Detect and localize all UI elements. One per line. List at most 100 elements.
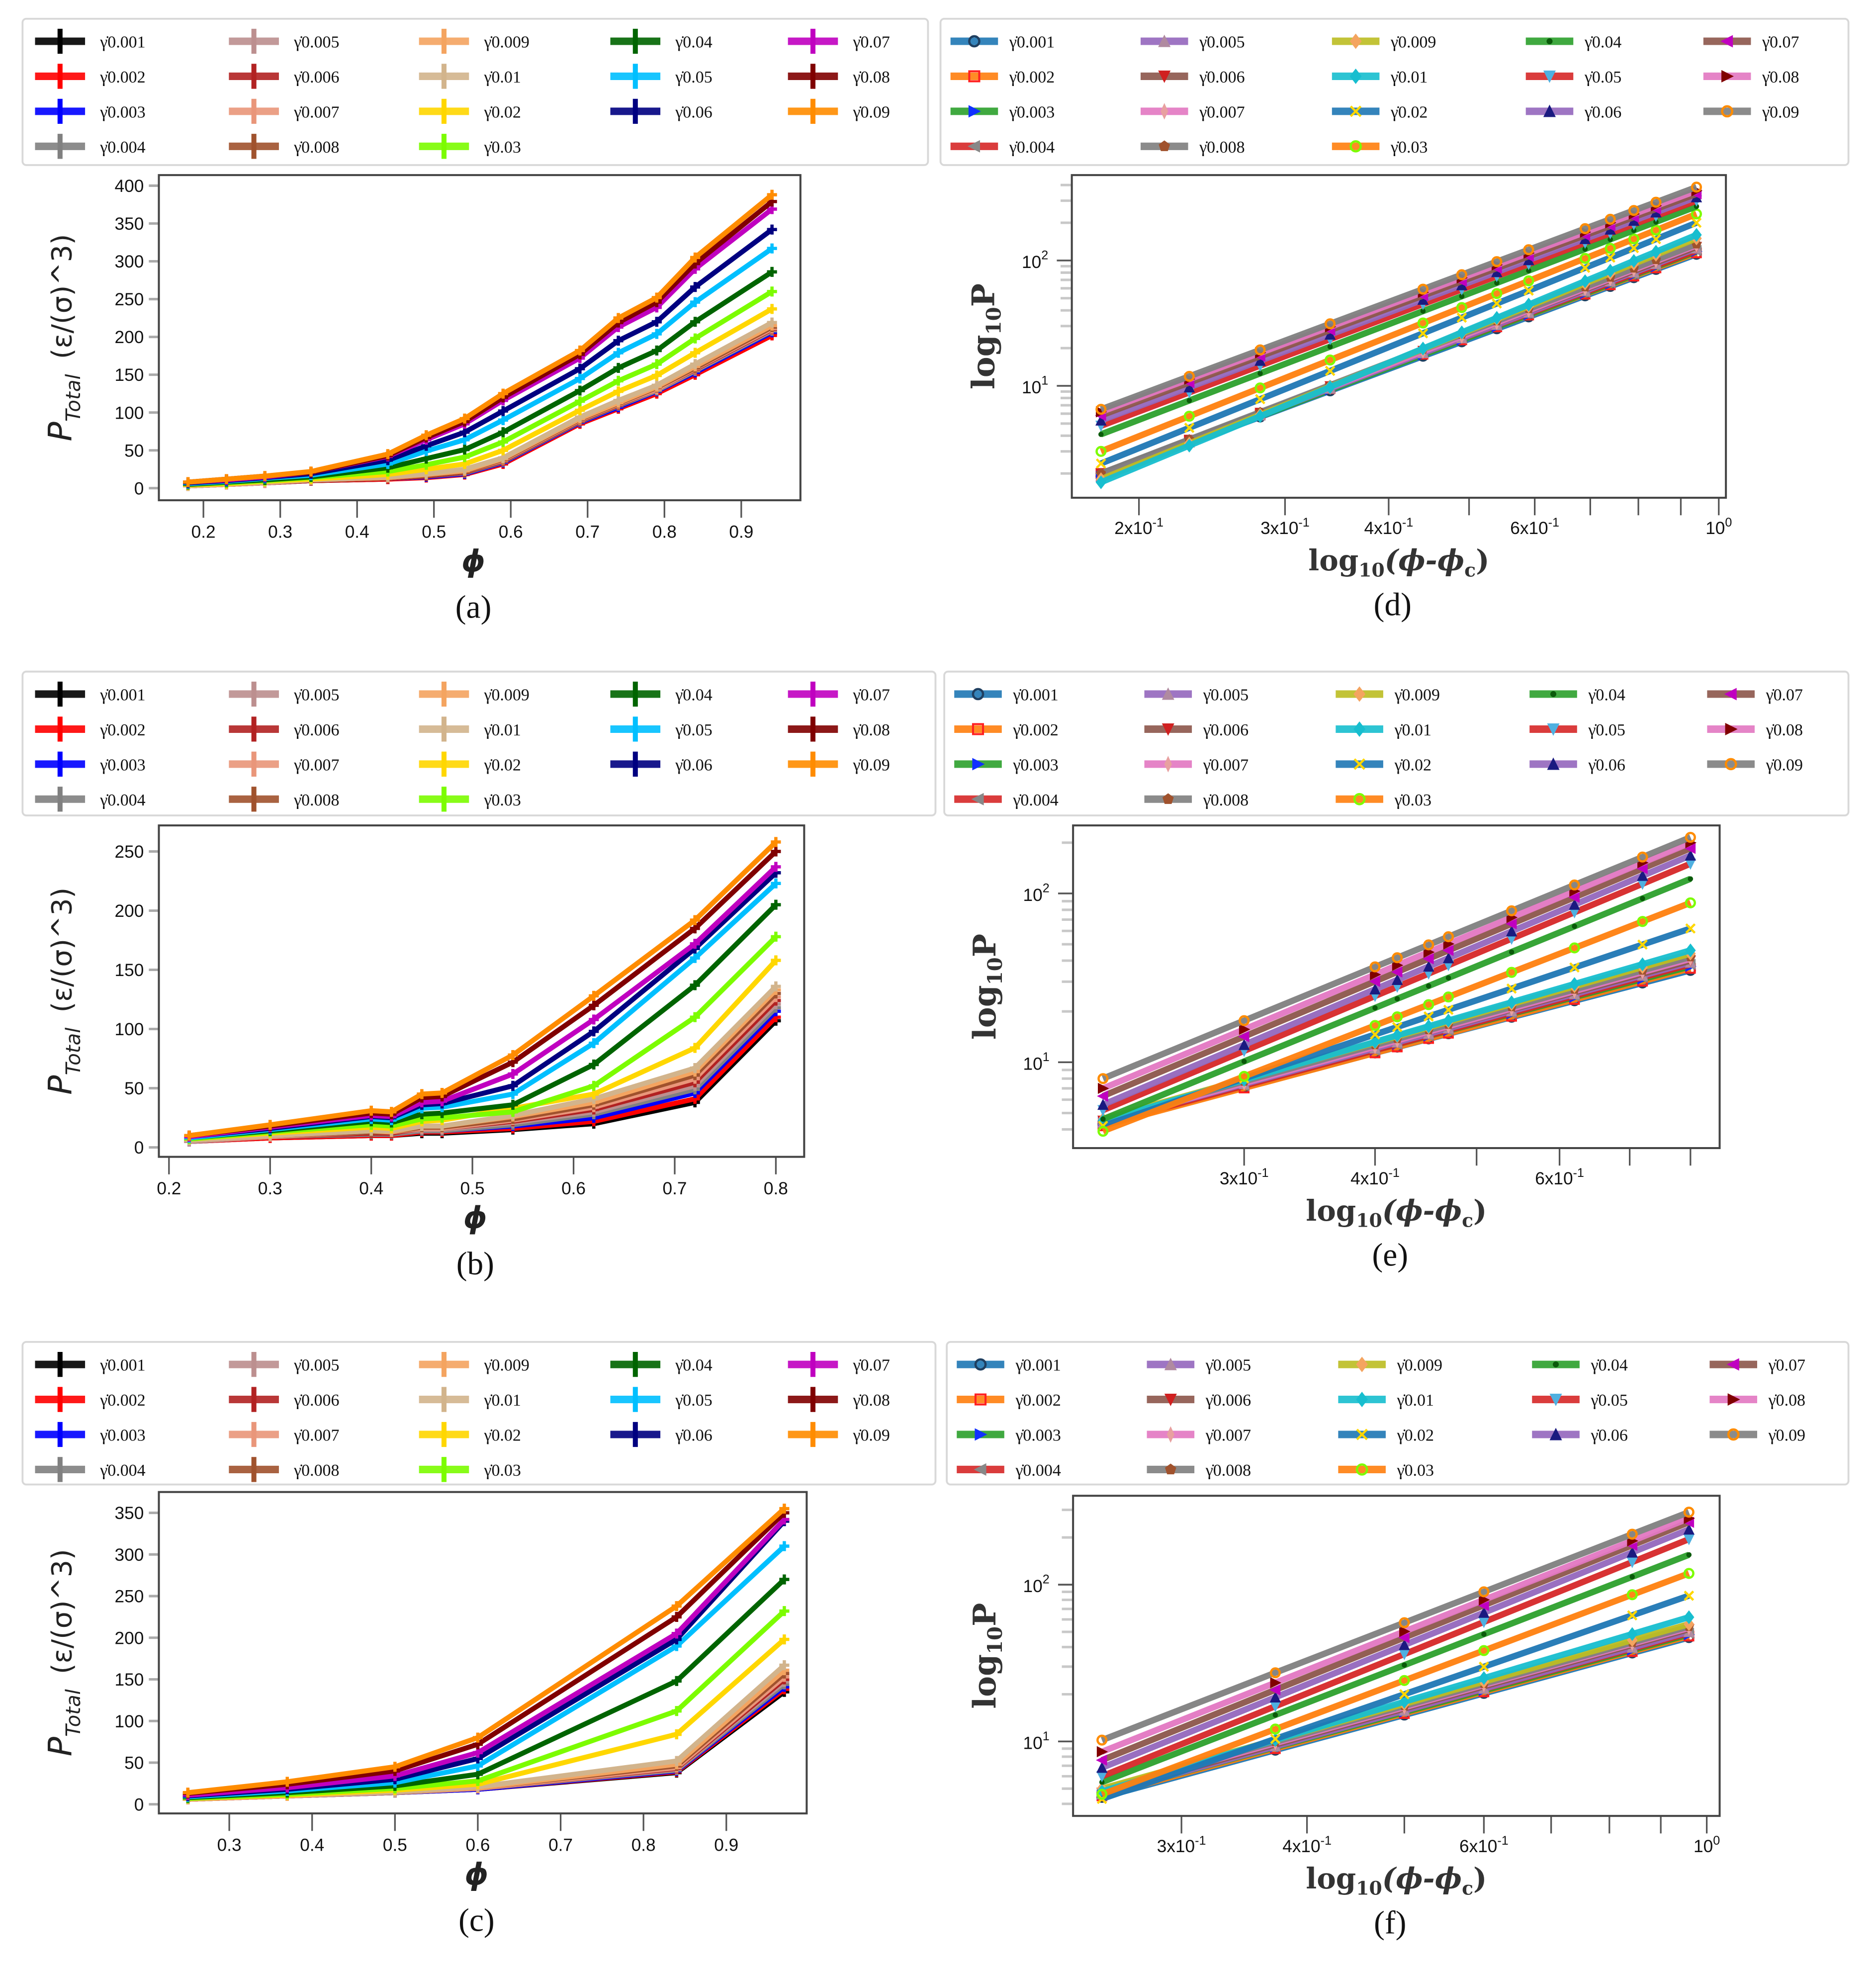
marker-tri-up [1683, 1523, 1695, 1535]
plus-marker [671, 1628, 682, 1639]
legend-label: γ̇0.008 [1199, 138, 1245, 157]
plus-marker [771, 878, 781, 889]
y-axis-label: PTotal (ε/(σ)^3) [41, 888, 85, 1095]
circle-marker [1605, 243, 1616, 254]
plus-marker [589, 1059, 599, 1070]
plot-frame [1072, 824, 1721, 1150]
marker-tri-right [1727, 1393, 1740, 1406]
marker-tri-left [1391, 966, 1403, 978]
x-axis-label: log10(ϕ-ϕc) [1306, 1862, 1487, 1899]
legend-item: γ̇0.006 [1140, 68, 1245, 87]
tick-exponent: 0 [1725, 516, 1732, 530]
legend-item: γ̇0.003 [35, 98, 146, 124]
legend-label: γ̇0.009 [1394, 686, 1440, 705]
x-marker [1370, 1029, 1380, 1040]
legend-item: γ̇0.007 [1144, 756, 1249, 774]
y-label-part: 10 [983, 957, 1007, 985]
tick-exponent: 0 [1713, 1834, 1720, 1848]
legend-label: γ̇0.07 [852, 33, 890, 52]
legend-label: γ̇0.003 [99, 1427, 145, 1445]
y-label-main: P [41, 1075, 79, 1095]
circle-marker [1095, 446, 1107, 457]
circle-marker [1685, 832, 1696, 843]
y-axis-label: PTotal (ε/(σ)^3) [41, 1549, 85, 1756]
x-tick-label: 4x10-1 [1364, 516, 1414, 538]
y-tick-label: 200 [115, 1628, 144, 1648]
legend-item: γ̇0.006 [1144, 721, 1249, 739]
x-marker [1418, 328, 1429, 339]
legend-item: γ̇0.002 [950, 68, 1055, 87]
series-line [1100, 1536, 1691, 1780]
legend-item: γ̇0.09 [1707, 756, 1803, 774]
x-tick-label: 0.6 [499, 523, 523, 542]
plus-marker [498, 415, 508, 425]
y-axis-label: log10P [965, 283, 1006, 389]
tick-exponent: -1 [1573, 1166, 1584, 1180]
chart-a: 0.2 0.3 0.4 0.5 0.6 0.7 0.8 0.9 0 50 100 150 200 250 3… [41, 174, 802, 626]
tick-exponent: -1 [1402, 516, 1413, 530]
legend-item: γ̇0.03 [1332, 138, 1428, 157]
circle-marker [1095, 404, 1107, 415]
legend-item: γ̇0.002 [954, 721, 1059, 739]
legend-label: γ̇0.009 [1397, 1356, 1442, 1375]
dot-marker [1640, 895, 1645, 901]
circle-marker [1325, 355, 1336, 366]
x-tick-label: 6x10-1 [1459, 1834, 1509, 1856]
legend-item: γ̇0.03 [419, 1457, 521, 1482]
legend-label: γ̇0.008 [293, 138, 339, 157]
x-tick-label: 3x10-1 [1260, 516, 1310, 538]
x-label-part: 10 [1358, 559, 1385, 581]
series-line [187, 1507, 786, 1795]
legend-box [946, 1340, 1850, 1486]
circle-marker [1417, 283, 1429, 295]
circle-marker [1491, 256, 1503, 268]
legend-label: γ̇0.002 [99, 721, 145, 739]
plus-marker [690, 915, 700, 925]
tick-base: 10 [1023, 886, 1043, 905]
legend-box [21, 1340, 937, 1486]
legend-label: γ̇0.006 [293, 1391, 339, 1410]
legend-label: γ̇0.01 [483, 721, 521, 739]
legend-label: γ̇0.003 [1015, 1427, 1061, 1445]
legend-item: γ̇0.08 [1707, 721, 1803, 739]
marker-tri-left [1097, 1090, 1108, 1102]
legend-item: γ̇0.009 [1336, 686, 1440, 705]
panel-label: (f) [1374, 1905, 1406, 1941]
y-label-part: log [965, 335, 1002, 389]
circle-marker [1456, 269, 1467, 280]
marker-tri-left [1726, 1358, 1739, 1371]
legend-item: γ̇0.08 [1703, 68, 1799, 87]
marker-thin-diamond [1164, 756, 1172, 773]
marker-diamond [1628, 254, 1639, 268]
legend-label: γ̇0.003 [99, 756, 145, 774]
legend-item: γ̇0.007 [229, 751, 339, 777]
marker-tri-right [975, 1428, 987, 1441]
tick-base: 2x10 [1114, 519, 1152, 538]
plus-marker [690, 317, 701, 327]
series-line [1102, 947, 1692, 1124]
x-marker [1095, 458, 1106, 469]
plus-marker [382, 449, 393, 459]
legend-item: γ̇0.006 [229, 64, 339, 89]
y-tick-label: 101 [1023, 1729, 1050, 1753]
legend-item: γ̇0.05 [1525, 68, 1621, 87]
series-group [1096, 1507, 1695, 1804]
series-line [188, 840, 778, 1138]
legend-label: γ̇0.002 [1009, 68, 1055, 87]
x-marker [1353, 758, 1365, 770]
legend-label: γ̇0.01 [483, 68, 521, 87]
legend-item: γ̇0.02 [419, 98, 521, 124]
legend-item: γ̇0.001 [35, 681, 146, 707]
marker-diamond [1399, 1695, 1410, 1709]
legend-label: γ̇0.07 [1766, 686, 1803, 705]
y-label-part: 10 [982, 307, 1005, 335]
y-tick-label: 0 [134, 479, 144, 498]
circle-marker [1683, 1507, 1695, 1518]
legend-item: γ̇0.01 [1332, 68, 1428, 87]
legend: γ̇0.001 γ̇0.002 γ̇0.003 γ̇0.004 γ̇0.005 γ̇0.0… [939, 17, 1850, 166]
dot-marker [1572, 923, 1577, 929]
marker-diamond [1423, 1019, 1434, 1034]
series-line [1101, 876, 1692, 1122]
legend-label: γ̇0.004 [99, 791, 145, 809]
plus-marker [508, 1099, 518, 1110]
